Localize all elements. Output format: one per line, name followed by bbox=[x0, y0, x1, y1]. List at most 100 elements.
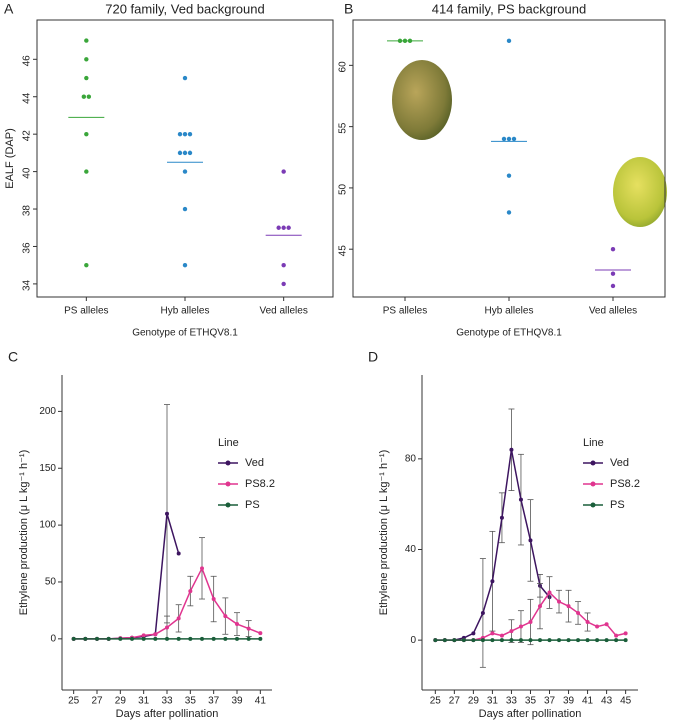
legend-title: Line bbox=[218, 437, 239, 449]
data-point bbox=[528, 620, 533, 625]
x-tick-label: 43 bbox=[601, 696, 613, 707]
data-point bbox=[165, 511, 169, 516]
legend-swatch bbox=[590, 460, 596, 466]
data-point bbox=[153, 636, 158, 641]
x-tick-label: Hyb alleles bbox=[161, 306, 210, 317]
data-point bbox=[95, 636, 99, 641]
data-point bbox=[623, 631, 628, 636]
legend-swatch bbox=[590, 481, 596, 487]
y-tick-label: 38 bbox=[22, 205, 33, 217]
x-tick-label: 31 bbox=[487, 696, 499, 707]
data-point bbox=[258, 631, 263, 636]
data-point bbox=[557, 599, 562, 604]
legend-label: Ved bbox=[245, 457, 264, 469]
x-axis-title: Genotype of ETHQV8.1 bbox=[132, 328, 238, 339]
data-point bbox=[576, 610, 581, 615]
data-point bbox=[509, 638, 514, 643]
data-point bbox=[433, 638, 438, 643]
data-point bbox=[480, 638, 485, 643]
data-point bbox=[84, 131, 89, 137]
y-axis-title: EALF (DAP) bbox=[4, 128, 16, 189]
data-point bbox=[187, 150, 193, 156]
data-point bbox=[610, 283, 616, 289]
data-point bbox=[182, 150, 188, 156]
data-point bbox=[223, 614, 228, 619]
data-point bbox=[187, 131, 193, 137]
data-point bbox=[211, 597, 216, 602]
data-point bbox=[281, 281, 286, 287]
data-point bbox=[177, 131, 183, 137]
data-point bbox=[595, 638, 600, 643]
data-point bbox=[84, 57, 89, 62]
data-point bbox=[614, 638, 619, 643]
y-axis-title: Ethylene production (μ L kg⁻¹ h⁻¹) bbox=[378, 450, 390, 616]
data-point bbox=[509, 629, 514, 634]
data-point bbox=[177, 150, 183, 156]
series-line bbox=[73, 513, 180, 640]
x-axis-title: Days after pollination bbox=[116, 708, 219, 720]
data-point bbox=[576, 638, 581, 643]
data-point bbox=[182, 262, 188, 268]
x-tick-label: 33 bbox=[506, 696, 518, 707]
data-point bbox=[165, 636, 169, 641]
data-point bbox=[518, 624, 523, 629]
x-tick-label: Ved alleles bbox=[259, 306, 307, 317]
data-point bbox=[490, 579, 495, 584]
x-axis-title: Days after pollination bbox=[479, 708, 582, 720]
data-point bbox=[200, 566, 204, 571]
data-point bbox=[499, 515, 504, 520]
data-point bbox=[518, 638, 523, 643]
x-tick-label: PS alleles bbox=[383, 306, 427, 317]
x-tick-label: 29 bbox=[115, 696, 127, 707]
data-point bbox=[585, 620, 590, 625]
data-point bbox=[176, 551, 181, 556]
data-point bbox=[610, 271, 616, 276]
chart-title: 720 family, Ved background bbox=[105, 1, 264, 16]
data-point bbox=[547, 638, 552, 643]
data-point bbox=[176, 616, 181, 621]
data-point bbox=[84, 262, 89, 268]
data-point bbox=[141, 636, 146, 641]
melon-photo bbox=[392, 60, 452, 140]
data-point bbox=[480, 610, 485, 615]
x-tick-label: Hyb alleles bbox=[485, 306, 534, 317]
data-point bbox=[506, 38, 512, 44]
data-point bbox=[71, 636, 76, 641]
legend-label: PS8.2 bbox=[610, 478, 640, 490]
x-tick-label: 37 bbox=[208, 696, 220, 707]
data-point bbox=[246, 636, 251, 641]
panel-letter: D bbox=[368, 349, 378, 365]
legend-label: PS8.2 bbox=[245, 478, 275, 490]
data-point bbox=[511, 136, 517, 142]
panel-letter: B bbox=[344, 1, 353, 17]
data-point bbox=[604, 622, 609, 627]
y-tick-label: 50 bbox=[45, 577, 57, 588]
data-point bbox=[200, 636, 204, 641]
data-point bbox=[81, 94, 87, 99]
data-point bbox=[471, 638, 476, 643]
legend-swatch bbox=[225, 481, 231, 487]
data-point bbox=[211, 636, 216, 641]
x-tick-label: PS alleles bbox=[64, 306, 108, 317]
y-tick-label: 36 bbox=[22, 242, 33, 254]
data-point bbox=[557, 638, 562, 643]
data-point bbox=[509, 447, 514, 452]
data-point bbox=[182, 131, 188, 137]
data-point bbox=[281, 262, 286, 268]
data-point bbox=[614, 633, 619, 638]
data-point bbox=[165, 625, 169, 630]
data-point bbox=[518, 497, 523, 502]
y-tick-label: 55 bbox=[338, 122, 349, 134]
y-tick-label: 34 bbox=[22, 279, 33, 291]
y-tick-label: 150 bbox=[39, 463, 56, 474]
data-point bbox=[182, 206, 188, 212]
data-point bbox=[141, 633, 146, 638]
data-point bbox=[182, 75, 188, 81]
data-point bbox=[547, 590, 552, 595]
plot-frame bbox=[352, 19, 666, 298]
x-tick-label: 39 bbox=[563, 696, 575, 707]
data-point bbox=[130, 636, 134, 641]
legend-label: Ved bbox=[610, 457, 629, 469]
legend-label: PS bbox=[245, 499, 260, 511]
x-tick-label: 31 bbox=[138, 696, 150, 707]
